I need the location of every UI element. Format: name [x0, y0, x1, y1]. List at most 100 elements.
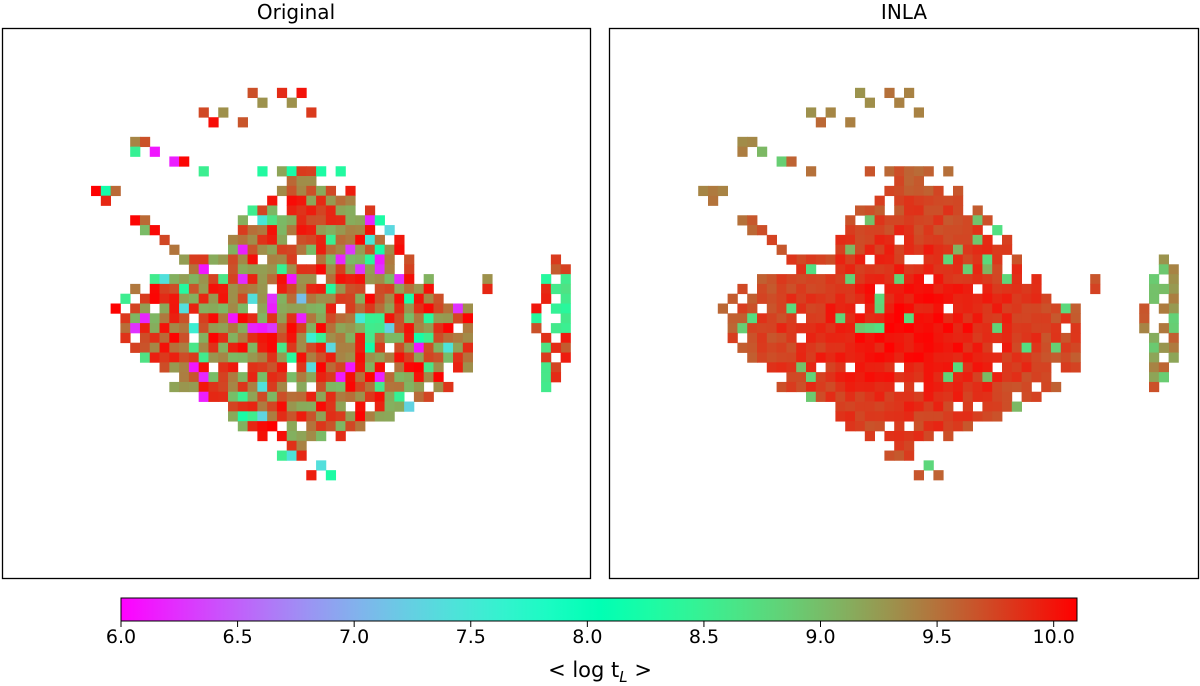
- heatmap-cell: [972, 293, 983, 304]
- heatmap-cell: [306, 215, 317, 226]
- heatmap-cell: [228, 293, 239, 304]
- heatmap-cell: [825, 107, 836, 118]
- heatmap-cell: [296, 440, 307, 451]
- heatmap-cell: [453, 313, 464, 324]
- heatmap-cell: [335, 234, 346, 246]
- heatmap-cell: [962, 391, 973, 402]
- heatmap-cell: [972, 391, 983, 402]
- heatmap-cell: [943, 313, 954, 324]
- heatmap-cell: [257, 362, 268, 373]
- heatmap-cell: [913, 185, 924, 197]
- heatmap-cell: [384, 225, 395, 236]
- heatmap-cell: [855, 372, 866, 383]
- heatmap-cell: [845, 381, 856, 393]
- heatmap-cell: [864, 234, 875, 246]
- colorbar-label: < log tL >: [548, 658, 652, 686]
- heatmap-cell: [276, 450, 288, 461]
- heatmap-cell: [943, 264, 954, 275]
- heatmap-cell: [972, 225, 983, 236]
- heatmap-cell: [296, 176, 307, 187]
- heatmap-cell: [953, 254, 964, 265]
- heatmap-cell: [179, 274, 190, 285]
- heatmap-cell: [953, 293, 964, 304]
- heatmap-cell: [1060, 352, 1071, 363]
- heatmap-cell: [766, 274, 777, 285]
- heatmap-cell: [923, 381, 934, 393]
- heatmap-cell: [159, 313, 170, 324]
- heatmap-cell: [433, 293, 444, 304]
- heatmap-cell: [218, 313, 229, 324]
- heatmap-cell: [355, 283, 366, 295]
- heatmap-cell: [335, 313, 346, 324]
- heatmap-cell: [247, 381, 258, 393]
- heatmap-cell: [1031, 332, 1042, 344]
- heatmap-cell: [786, 313, 797, 324]
- heatmap-cell: [218, 372, 229, 383]
- colorbar-tick-label: 8.0: [572, 626, 602, 648]
- heatmap-cell: [815, 381, 826, 393]
- heatmap-cell: [228, 244, 239, 255]
- heatmap-cell: [884, 313, 895, 324]
- heatmap-cell: [923, 166, 934, 177]
- heatmap-cell: [992, 244, 1003, 255]
- heatmap-cell: [159, 293, 170, 304]
- heatmap-cell: [560, 264, 571, 275]
- heatmap-cell: [982, 323, 993, 334]
- heatmap-cell: [179, 342, 190, 353]
- heatmap-cell: [1158, 254, 1169, 265]
- heatmap-cell: [992, 352, 1003, 363]
- heatmap-cell: [345, 215, 356, 226]
- heatmap-cell: [462, 313, 473, 324]
- heatmap-cell: [276, 401, 288, 412]
- heatmap-cell: [1149, 293, 1160, 304]
- heatmap-cell: [306, 107, 317, 118]
- heatmap-cell: [825, 274, 836, 285]
- heatmap-cell: [796, 264, 807, 275]
- heatmap-cell: [443, 332, 454, 344]
- heatmap-cell: [482, 274, 493, 285]
- heatmap-cell: [257, 166, 268, 177]
- heatmap-cell: [913, 244, 924, 255]
- heatmap-cell: [306, 195, 317, 206]
- heatmap-cell: [982, 283, 993, 295]
- heatmap-cell: [413, 332, 425, 344]
- heatmap-cell: [550, 264, 562, 275]
- heatmap-cell: [306, 372, 317, 383]
- heatmap-cell: [855, 391, 866, 402]
- heatmap-cell: [364, 264, 376, 275]
- colorbar-tick-label: 6.5: [222, 626, 252, 648]
- heatmap-cell: [355, 215, 366, 226]
- heatmap-cell: [1002, 274, 1013, 285]
- heatmap-cell: [1002, 303, 1013, 314]
- heatmap-cell: [766, 313, 777, 324]
- heatmap-cell: [815, 323, 826, 334]
- heatmap-cell: [237, 215, 248, 226]
- heatmap-cell: [120, 323, 131, 334]
- heatmap-cell: [453, 362, 464, 373]
- heatmap-cell: [413, 293, 425, 304]
- heatmap-cell: [296, 264, 307, 275]
- heatmap-cell: [972, 332, 983, 344]
- heatmap-cell: [374, 244, 385, 255]
- heatmap-cell: [992, 293, 1003, 304]
- heatmap-cell: [296, 293, 307, 304]
- heatmap-cell: [904, 362, 915, 373]
- heatmap-cell: [247, 342, 258, 353]
- heatmap-cell: [1011, 264, 1022, 275]
- heatmap-cell: [953, 303, 964, 314]
- heatmap-cell: [257, 391, 268, 402]
- heatmap-cell: [286, 195, 297, 206]
- heatmap-cell: [1158, 303, 1169, 314]
- heatmap-cell: [276, 332, 288, 344]
- heatmap-cell: [717, 303, 728, 314]
- heatmap-cell: [433, 303, 444, 314]
- heatmap-cell: [560, 342, 571, 353]
- heatmap-cell: [904, 332, 915, 344]
- heatmap-cell: [345, 283, 356, 295]
- heatmap-cell: [384, 313, 395, 324]
- heatmap-cell: [1070, 323, 1081, 334]
- heatmap-cell: [423, 283, 434, 295]
- heatmap-cell: [462, 303, 473, 314]
- heatmap-cell: [806, 313, 817, 324]
- heatmap-cell: [933, 470, 944, 481]
